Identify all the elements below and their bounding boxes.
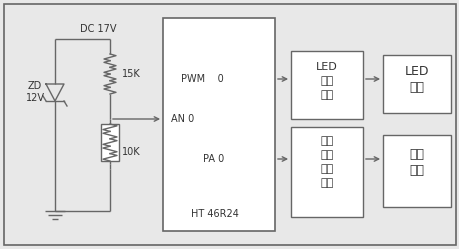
Text: 壓電: 壓電: [409, 148, 424, 162]
Text: 驅動: 驅動: [319, 76, 333, 86]
Text: LED: LED: [315, 62, 337, 72]
Text: PA 0: PA 0: [202, 154, 224, 164]
Bar: [291, 127, 362, 217]
Bar: [291, 51, 362, 119]
Text: 扇片: 扇片: [409, 165, 424, 178]
Text: PWM    0: PWM 0: [181, 74, 224, 84]
Text: ZD
12V: ZD 12V: [25, 81, 45, 103]
Bar: [382, 55, 450, 113]
Text: 10K: 10K: [122, 147, 140, 157]
Bar: [382, 135, 450, 207]
Bar: [162, 18, 274, 231]
Text: 扇片: 扇片: [319, 150, 333, 160]
Text: AN 0: AN 0: [171, 114, 194, 124]
Text: 驅動: 驅動: [319, 164, 333, 174]
Text: 電路: 電路: [319, 178, 333, 188]
Text: HT 46R24: HT 46R24: [190, 209, 238, 219]
Text: 電路: 電路: [319, 90, 333, 100]
Text: LED: LED: [404, 64, 428, 77]
Text: 陣列: 陣列: [409, 80, 424, 94]
Text: 15K: 15K: [122, 69, 140, 79]
Text: 壓電: 壓電: [319, 136, 333, 146]
Text: DC 17V: DC 17V: [80, 24, 116, 34]
Bar: [101, 124, 119, 161]
